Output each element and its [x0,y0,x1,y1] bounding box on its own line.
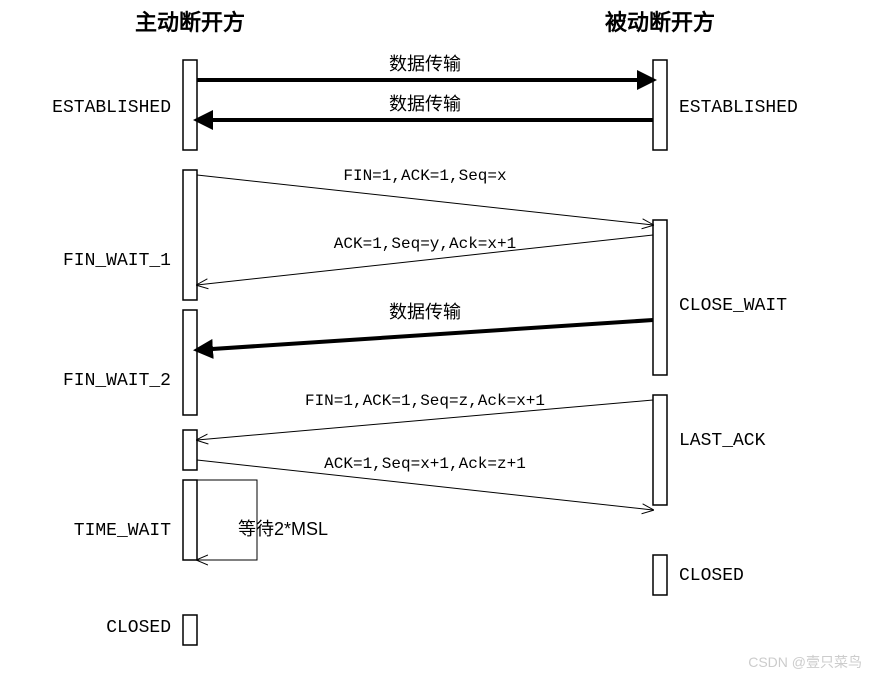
thin-arrow-label-1: ACK=1,Seq=y,Ack=x+1 [334,235,516,253]
state-right-0: ESTABLISHED [679,98,798,118]
lifeline-box-right-2 [653,395,667,505]
tcp-close-sequence-diagram: 主动断开方 被动断开方 ESTABLISHED FIN_WAIT_1 FIN_WAIT_… [0,0,882,685]
self-loop-label: 等待2*MSL [238,519,328,539]
state-right-2: LAST_ACK [679,431,766,451]
thin-arrow-label-0: FIN=1,ACK=1,Seq=x [343,167,506,185]
header-left: 主动断开方 [135,10,245,35]
lifeline-box-left-2 [183,310,197,415]
state-right-1: CLOSE_WAIT [679,296,787,316]
thin-arrow-label-2: FIN=1,ACK=1,Seq=z,Ack=x+1 [305,392,545,410]
lifeline-box-left-0 [183,60,197,150]
lifeline-box-right-0 [653,60,667,150]
lifeline-box-left-5 [183,615,197,645]
lifeline-box-left-1 [183,170,197,300]
state-left-4: CLOSED [106,618,171,638]
thin-arrow-label-3: ACK=1,Seq=x+1,Ack=z+1 [324,455,526,473]
state-right-3: CLOSED [679,566,744,586]
lifeline-box-right-1 [653,220,667,375]
state-left-3: TIME_WAIT [74,521,171,541]
thick-arrow-label-1: 数据传输 [389,94,461,114]
header-right: 被动断开方 [605,10,715,35]
watermark: CSDN @壹只菜鸟 [748,654,862,670]
lifeline-box-left-4 [183,480,197,560]
lifeline-box-left-3 [183,430,197,470]
state-left-0: ESTABLISHED [52,98,171,118]
state-left-2: FIN_WAIT_2 [63,371,171,391]
thick-arrow-label-0: 数据传输 [389,54,461,74]
thick-arrow-label-2: 数据传输 [389,302,461,322]
lifeline-box-right-3 [653,555,667,595]
state-left-1: FIN_WAIT_1 [63,251,171,271]
